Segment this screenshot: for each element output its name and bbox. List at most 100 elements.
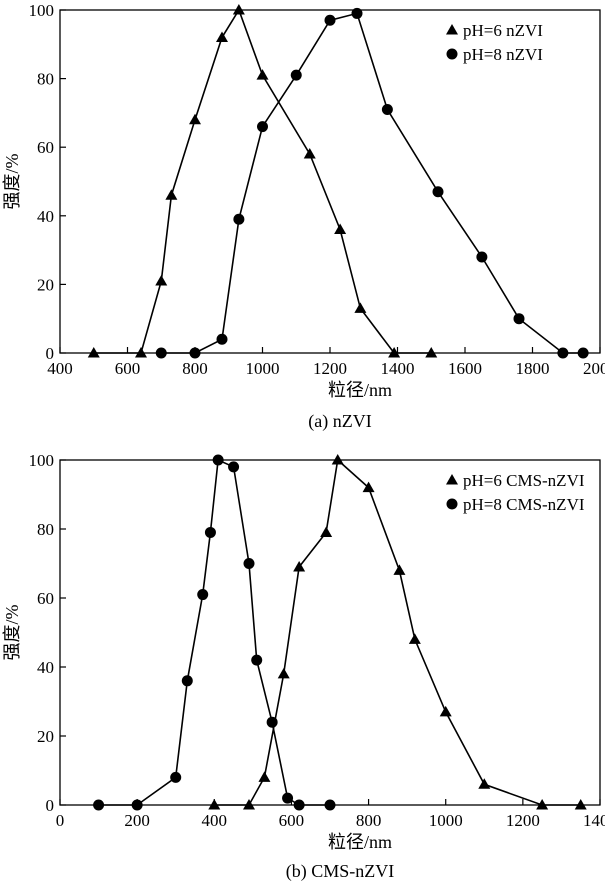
y-tick-label: 40 <box>37 207 54 226</box>
data-point <box>331 454 344 465</box>
data-point <box>266 716 278 728</box>
data-point <box>439 705 452 717</box>
data-point <box>320 526 333 537</box>
data-point <box>208 799 221 810</box>
y-tick-label: 100 <box>29 451 55 470</box>
y-tick-label: 100 <box>29 1 55 20</box>
x-tick-label: 800 <box>182 359 208 378</box>
panel-caption: (a) nZVI <box>308 411 371 432</box>
data-point <box>251 654 263 666</box>
legend-marker <box>446 48 458 60</box>
data-point <box>243 558 255 569</box>
data-point <box>536 799 549 810</box>
x-tick-label: 1800 <box>516 359 550 378</box>
data-point <box>228 461 240 473</box>
data-point <box>324 14 336 26</box>
data-point <box>408 633 421 644</box>
x-tick-label: 1000 <box>429 811 463 830</box>
x-tick-label: 1000 <box>246 359 280 378</box>
data-point <box>197 589 209 601</box>
x-tick-label: 400 <box>202 811 228 830</box>
y-tick-label: 20 <box>37 275 54 294</box>
data-point <box>243 799 255 810</box>
legend-marker <box>446 474 458 485</box>
x-tick-label: 1600 <box>448 359 482 378</box>
data-point <box>216 31 228 42</box>
x-tick-label: 1400 <box>381 359 415 378</box>
data-point <box>381 103 393 115</box>
x-axis-label: 粒径/nm <box>328 380 392 400</box>
data-point <box>574 799 587 810</box>
y-tick-label: 0 <box>46 344 55 363</box>
data-point <box>277 667 290 679</box>
data-point <box>131 799 143 811</box>
data-point <box>293 560 306 572</box>
series-ph8 <box>155 7 589 359</box>
data-point <box>87 347 100 358</box>
data-point <box>362 481 375 493</box>
x-tick-label: 200 <box>124 811 150 830</box>
data-point <box>282 792 294 804</box>
data-point <box>393 564 406 575</box>
series-ph6 <box>208 454 587 810</box>
data-point <box>170 771 182 783</box>
chart-panel-b: 0 200 400 600 800 1000 1200 1400 0 20 40 60 80 100 粒径/… <box>2 451 605 882</box>
data-point <box>351 7 363 19</box>
data-point <box>478 778 491 789</box>
x-axis-label: 粒径/nm <box>328 832 392 852</box>
data-point <box>232 4 245 15</box>
data-point <box>204 526 216 538</box>
data-point <box>257 121 268 133</box>
legend-label: pH=8 CMS-nZVI <box>463 495 585 514</box>
data-point <box>181 675 193 687</box>
series-line <box>93 8 432 354</box>
data-point <box>513 313 525 325</box>
series-ph6 <box>87 4 438 358</box>
data-point <box>189 347 201 359</box>
data-point <box>476 251 488 263</box>
data-point <box>388 347 401 358</box>
y-tick-label: 60 <box>37 138 54 157</box>
data-point <box>334 223 347 235</box>
data-point <box>155 274 168 286</box>
legend-label: pH=6 CMS-nZVI <box>463 471 585 490</box>
y-tick-label: 80 <box>37 520 54 539</box>
panel-caption: (b) CMS-nZVI <box>286 861 395 882</box>
data-point <box>290 69 302 81</box>
x-tick-label: 800 <box>356 811 382 830</box>
data-point <box>189 113 201 125</box>
data-point <box>216 333 228 345</box>
data-point <box>425 347 438 358</box>
data-point <box>258 771 271 782</box>
x-tick-label: 400 <box>47 359 73 378</box>
y-axis-label: 强度/% <box>2 153 22 209</box>
y-tick-label: 0 <box>46 796 55 815</box>
legend-marker <box>446 498 458 510</box>
data-point <box>324 799 336 811</box>
series-ph8 <box>93 454 336 811</box>
data-point <box>212 454 224 466</box>
y-tick-label: 80 <box>37 70 54 89</box>
legend-label: pH=8 nZVI <box>463 45 543 64</box>
data-point <box>557 347 569 359</box>
data-point <box>432 186 444 198</box>
data-point <box>155 347 167 359</box>
data-point <box>354 302 367 313</box>
x-tick-label: 0 <box>56 811 65 830</box>
legend-marker <box>446 24 458 35</box>
data-point <box>577 347 589 359</box>
y-tick-label: 60 <box>37 589 54 608</box>
x-tick-label: 600 <box>279 811 305 830</box>
data-point <box>233 213 245 225</box>
data-point <box>135 347 147 358</box>
data-point <box>303 148 316 159</box>
y-tick-label: 20 <box>37 727 54 746</box>
data-point <box>93 799 105 811</box>
series-line <box>214 458 581 806</box>
x-tick-label: 1200 <box>506 811 540 830</box>
y-axis-label: 强度/% <box>2 604 22 660</box>
x-tick-label: 600 <box>115 359 141 378</box>
